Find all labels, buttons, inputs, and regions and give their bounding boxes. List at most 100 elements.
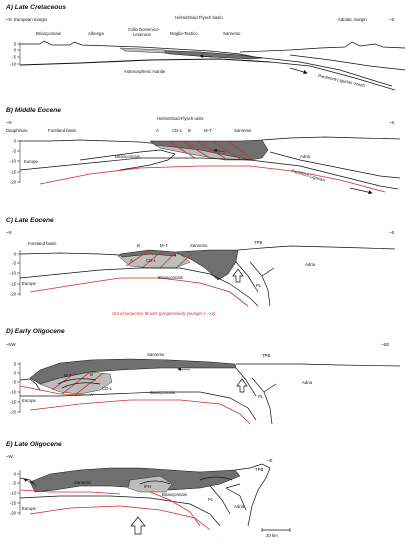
- panel-a-flysch-wedge: [149, 49, 263, 60]
- panel-e-ifh-label: IFH: [144, 484, 151, 489]
- panel-a-plate-arrow: [289, 67, 308, 75]
- panel-d-adria-block: [236, 363, 401, 425]
- panel-b-subduction-fault: [39, 165, 386, 193]
- panel-a-adriatic-crust: [239, 41, 406, 53]
- panel-e-adria-label: Adria: [234, 504, 245, 509]
- panel-e-briançonnais-label: Briançonnais: [162, 492, 187, 497]
- panel-c-adria-label: Adria: [305, 262, 316, 267]
- panel-c-tpb-label: TPB: [254, 240, 262, 245]
- panel-e-europe-label: Europe: [22, 506, 36, 511]
- panel-b-thrust-1: [167, 140, 196, 159]
- panel-b-european-surface: [20, 139, 161, 145]
- panel-b-plate-arrow: [349, 187, 373, 195]
- panel-d-thrust-2: [61, 371, 91, 395]
- panel-a-basin-fill: [119, 47, 166, 54]
- panel-d-tick: -15: [10, 400, 17, 405]
- panel-a-leverone-label: Leverone: [133, 32, 152, 37]
- panel-c-upwelling-arrow: [232, 268, 244, 283]
- panel-e-internal-fault: [149, 491, 201, 527]
- panel-a-subducting-slab: [254, 56, 393, 87]
- panel-d-basal-fault: [29, 399, 251, 425]
- panel-b-helminthoid-units-label: Helminthoid Flysch units: [157, 116, 204, 121]
- panel-d: D) Early Oligocene ~NW ~SE Sanremo TPB 5…: [6, 328, 401, 425]
- panel-a-depth-axis: 5 0 -5 -10: [10, 42, 21, 67]
- panel-b-depth-axis: 0 -5 -10 -15 -20: [10, 139, 21, 185]
- panel-d-tick: -10: [10, 390, 17, 395]
- panel-d-unit-mt-label: M-T: [64, 373, 72, 378]
- panel-d-adria-label: Adria: [302, 380, 313, 385]
- panel-a-slab-lower: [269, 61, 396, 91]
- panel-a-right-direction: ~S: [389, 17, 395, 22]
- panel-c-unit-a-label: A: [130, 258, 133, 263]
- panel-b-europe-base: [19, 157, 399, 190]
- panel-b-left-direction: ~N: [6, 120, 12, 125]
- panel-b-tick: -20: [10, 180, 17, 185]
- panel-a-moglio-testico-label: Moglio-Testico: [170, 31, 198, 36]
- panel-c-foreland-basin-label: Foreland basin: [28, 241, 57, 246]
- panel-c-depth-axis: 0 -5 -10 -15 -20: [10, 250, 21, 297]
- panel-a-lithosphere-base: [19, 58, 271, 66]
- panel-b-unit-b-label: B: [188, 128, 191, 133]
- panel-a-piedmont-ligurian-ocean-label: Piedmont-Ligurian ocean: [318, 73, 366, 88]
- panel-c-unit-mt-label: M-T: [160, 243, 168, 248]
- panel-d-european-surface: [19, 378, 41, 391]
- panel-b-briançonnais-block: [79, 149, 176, 171]
- panel-a-helminthoid-basin-label: Helminthoid Flysch basin: [175, 15, 223, 20]
- panel-d-unit-cdl-label: CD-L: [102, 386, 113, 391]
- panel-d-briançonnais-label: Briançonnais: [150, 390, 175, 395]
- panel-c-pl-wedge: [235, 261, 275, 293]
- panel-c-unit-cdl-label: CD-L: [146, 258, 157, 263]
- panel-d-upwelling-arrow: [236, 378, 248, 393]
- panel-e-scale-bar: 20 km: [261, 528, 291, 538]
- panel-b-tick: -15: [10, 170, 17, 175]
- panel-a-sanremo-label: Sanremo: [223, 31, 241, 36]
- panel-e-tick: -20: [10, 511, 17, 516]
- panel-c: C) Late Eocene ~N ~S Foreland basin B M-…: [6, 217, 396, 316]
- panel-d-sanremo-label: Sanremo: [147, 352, 165, 357]
- panel-e-sanremo-label: Sanremo: [74, 480, 92, 485]
- panel-a-european-crust: [20, 40, 256, 58]
- panel-e-pl-wedge: [209, 483, 241, 515]
- panel-e-scale-label: 20 km: [266, 533, 278, 538]
- panel-d-frontal-fault: [19, 385, 91, 396]
- panel-d-thrust-3: [75, 373, 103, 395]
- panel-a-albenga-label: Albenga: [88, 31, 104, 36]
- panel-e-ifh-unit: [127, 475, 173, 493]
- panel-e-tick: -15: [10, 501, 17, 506]
- panel-e-adria-block: [225, 463, 271, 527]
- panel-b-unit-mt-label: M-T: [204, 128, 212, 133]
- panel-b-adria-block: [261, 136, 401, 179]
- panel-d-europe-base: [20, 391, 257, 421]
- panel-e-tpb-label: TPB: [255, 467, 263, 472]
- panel-b-lower-units: [154, 144, 251, 161]
- panel-a-left-direction: ~N: [6, 17, 12, 22]
- panel-c-adria-block: [237, 245, 396, 307]
- panel-c-right-direction: ~S: [389, 230, 395, 235]
- panel-a-title: A) Late Cretaceous: [5, 4, 66, 11]
- panel-d-pl-label: PL: [258, 394, 264, 399]
- panel-c-sanremo-label: Sanremo: [190, 243, 208, 248]
- panel-b-thrust-arrow: [213, 148, 226, 153]
- panel-a-tick: 5: [14, 42, 17, 47]
- panel-d-thrust-arrow: [177, 367, 191, 372]
- panel-e-upwelling-arrow: [130, 516, 146, 535]
- panel-c-sanremo-wedge: [174, 249, 239, 281]
- panel-c-tick: 0: [14, 252, 17, 257]
- panel-a-thrust-arrow: [199, 54, 213, 59]
- panel-a-tick: -10: [10, 62, 17, 67]
- panel-e: E) Late Oligocene ~W ~E TPB 0 -5 -10 -15…: [6, 441, 291, 538]
- panel-c-title: C) Late Eocene: [6, 217, 54, 224]
- panel-d-tick: -20: [10, 410, 17, 415]
- panel-d-tick: 5: [14, 362, 17, 367]
- panel-b-thrust-4: [211, 140, 241, 160]
- panel-a-asthenospheric-mantle-label: Astenospheric mantle: [124, 69, 166, 74]
- panel-c-pl-label: PL: [256, 283, 262, 288]
- panel-d-unit-b-label: B: [90, 372, 93, 377]
- panel-b-piedmont-ligurian-label: Piedmont-Ligurian: [291, 168, 326, 183]
- panel-b-thrust-2: [181, 140, 211, 159]
- panel-b-unit-cdl-label: CD-L: [172, 128, 183, 133]
- panel-c-sequence-note: Out of sequence thrusts (progressively y…: [112, 311, 216, 316]
- panel-e-left-direction: ~W: [6, 454, 14, 459]
- panel-a-adria-base: [289, 54, 406, 71]
